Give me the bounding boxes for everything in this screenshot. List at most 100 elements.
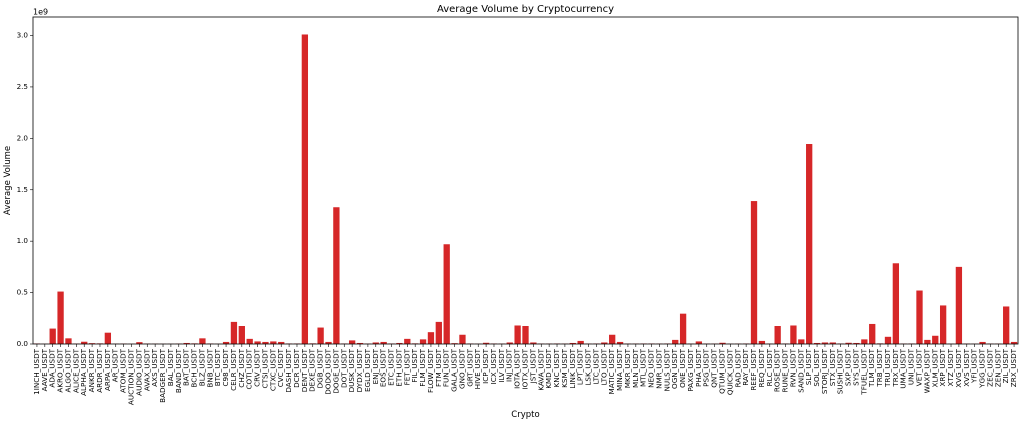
x-tick-label: TRB_USDT: [875, 348, 884, 387]
bar-coti_usdt: [246, 338, 253, 344]
x-tick-label: BNB_USDT: [205, 348, 214, 387]
y-tick-label: 3.0: [17, 31, 29, 40]
x-tick-label: NULS_USDT: [662, 348, 671, 391]
x-tick-label: BAL_USDT: [166, 348, 175, 386]
x-tick-label: GRT_USDT: [465, 348, 474, 386]
bar-icp_usdt: [482, 342, 490, 344]
bar-gno_usdt: [459, 334, 466, 344]
x-tick-label: NEO_USDT: [647, 348, 656, 388]
bar-waxp_usdt: [924, 339, 931, 344]
x-tick-label: TRX_USDT: [891, 348, 900, 387]
x-tick-label: XVG_USDT: [954, 348, 963, 387]
bar-req_usdt: [758, 340, 766, 344]
y-axis-ticks: 0.0 0.5 1.0 1.5 2.0 2.5 3.0: [17, 31, 33, 348]
bar-blz_usdt: [199, 338, 206, 344]
x-tick-label: NMR_USDT: [654, 348, 663, 389]
bar-tru_usdt: [884, 336, 892, 344]
x-tick-label: QNT_USDT: [710, 348, 719, 387]
x-tick-label: MKR_USDT: [623, 348, 632, 388]
x-tick-label: DEXE_USDT: [308, 348, 317, 391]
x-tick-label: PHA_USDT: [694, 348, 703, 387]
x-tick-label: AKRO_USDT: [56, 348, 65, 392]
bar-flm_usdt: [419, 339, 427, 344]
x-tick-label: QTUM_USDT: [718, 348, 727, 393]
x-tick-label: KAVA_USDT: [536, 348, 545, 390]
x-tick-label: DCR_USDT: [292, 348, 301, 387]
x-tick-label: TFUEL_USDT: [859, 348, 868, 395]
bar-chz_usdt: [238, 326, 245, 344]
x-tick-label: LPT_USDT: [576, 348, 585, 385]
x-tick-label: CHZ_USDT: [237, 348, 246, 387]
y-tick-label: 2.0: [17, 133, 29, 142]
bar-cvc_usdt: [278, 341, 285, 344]
bar-audio_usdt: [136, 342, 143, 344]
x-tick-label: FET_USDT: [402, 348, 411, 385]
bar-dusk_usdt: [348, 340, 356, 344]
x-tick-label: FIL_USDT: [410, 348, 419, 382]
x-tick-label: FUN_USDT: [442, 348, 451, 387]
x-axis-ticks: 1INCH_USDTAAVE_USDTADA_USDTAKRO_USDTALGO…: [32, 344, 1018, 405]
x-tick-label: RUNE_USDT: [781, 348, 790, 392]
x-tick-label: SUSHI_USDT: [836, 348, 845, 394]
x-tick-label: CTSI_USDT: [260, 348, 269, 388]
bar-rose_usdt: [774, 326, 781, 344]
x-tick-label: DGB_USDT: [316, 348, 325, 388]
x-tick-label: ILV_USDT: [497, 348, 506, 382]
bar-ygg_usdt: [979, 341, 986, 344]
x-tick-label: C98_USDT: [221, 348, 230, 386]
bar-crv_usdt: [254, 341, 261, 344]
bar-ctxc_usdt: [270, 341, 277, 344]
x-tick-label: RLC_USDT: [765, 348, 774, 386]
x-tick-label: AXS_USDT: [150, 348, 159, 386]
bar-xrp_usdt: [939, 305, 947, 344]
x-tick-label: QUICK_USDT: [725, 348, 734, 395]
bar-xvg_usdt: [955, 266, 963, 344]
bar-lto_usdt: [601, 342, 608, 344]
x-tick-label: DYDX_USDT: [355, 348, 364, 392]
x-tick-label: UMA_USDT: [899, 348, 908, 388]
bar-sand_usdt: [798, 339, 805, 344]
bar-tlm_usdt: [869, 323, 876, 344]
x-tick-label: 1INCH_USDT: [32, 348, 41, 394]
x-tick-label: AVAX_USDT: [142, 348, 151, 391]
x-tick-label: MATIC_USDT: [607, 348, 616, 394]
bar-eos_usdt: [380, 341, 387, 344]
x-tick-label: INJ_USDT: [505, 348, 514, 382]
x-tick-label: SXP_USDT: [844, 348, 853, 386]
x-tick-label: YGG_USDT: [978, 348, 987, 388]
x-tick-label: PAXG_USDT: [686, 348, 695, 391]
x-tick-label: LSK_USDT: [584, 348, 593, 385]
bar-c98_usdt: [222, 341, 230, 344]
x-tick-label: CRV_USDT: [253, 348, 262, 386]
x-tick-label: UNI_USDT: [907, 348, 916, 385]
x-tick-label: WAXP_USDT: [922, 348, 931, 393]
x-tick-label: ETH_USDT: [394, 348, 403, 386]
y-axis-offset-label: 1e9: [33, 8, 48, 17]
bar-qtum_usdt: [719, 342, 726, 344]
x-tick-label: FTM_USDT: [434, 348, 443, 387]
x-tick-label: ARDR_USDT: [95, 348, 104, 392]
x-tick-label: BLZ_USDT: [197, 348, 206, 386]
x-tick-label: ICX_USDT: [489, 348, 498, 384]
bar-vet_usdt: [916, 290, 923, 344]
x-tick-label: STX_USDT: [828, 348, 837, 386]
bar-doge_usdt: [333, 207, 340, 344]
bar-tfuel_usdt: [861, 339, 868, 344]
bar-iota_usdt: [514, 325, 521, 344]
x-tick-label: CTXC_USDT: [268, 348, 277, 391]
x-tick-label: ENJ_USDT: [371, 348, 380, 384]
x-tick-label: DENT_USDT: [300, 348, 309, 392]
y-tick-label: 1.0: [17, 236, 29, 245]
x-tick-label: IOTA_USDT: [513, 348, 522, 388]
x-tick-label: DASH_USDT: [284, 348, 293, 392]
bar-fun_usdt: [443, 244, 450, 344]
x-tick-label: ZRX_USDT: [1009, 348, 1018, 387]
x-tick-label: KSM_USDT: [560, 348, 569, 387]
x-tick-label: XLM_USDT: [930, 348, 939, 387]
x-tick-label: COTI_USDT: [245, 348, 254, 389]
x-tick-label: BTC_USDT: [213, 348, 222, 386]
x-tick-label: SOL_USDT: [812, 348, 821, 386]
x-tick-label: EGLD_USDT: [363, 348, 372, 392]
x-tick-label: ALPHA_USDT: [79, 348, 88, 396]
plot-frame: [32, 16, 1019, 345]
